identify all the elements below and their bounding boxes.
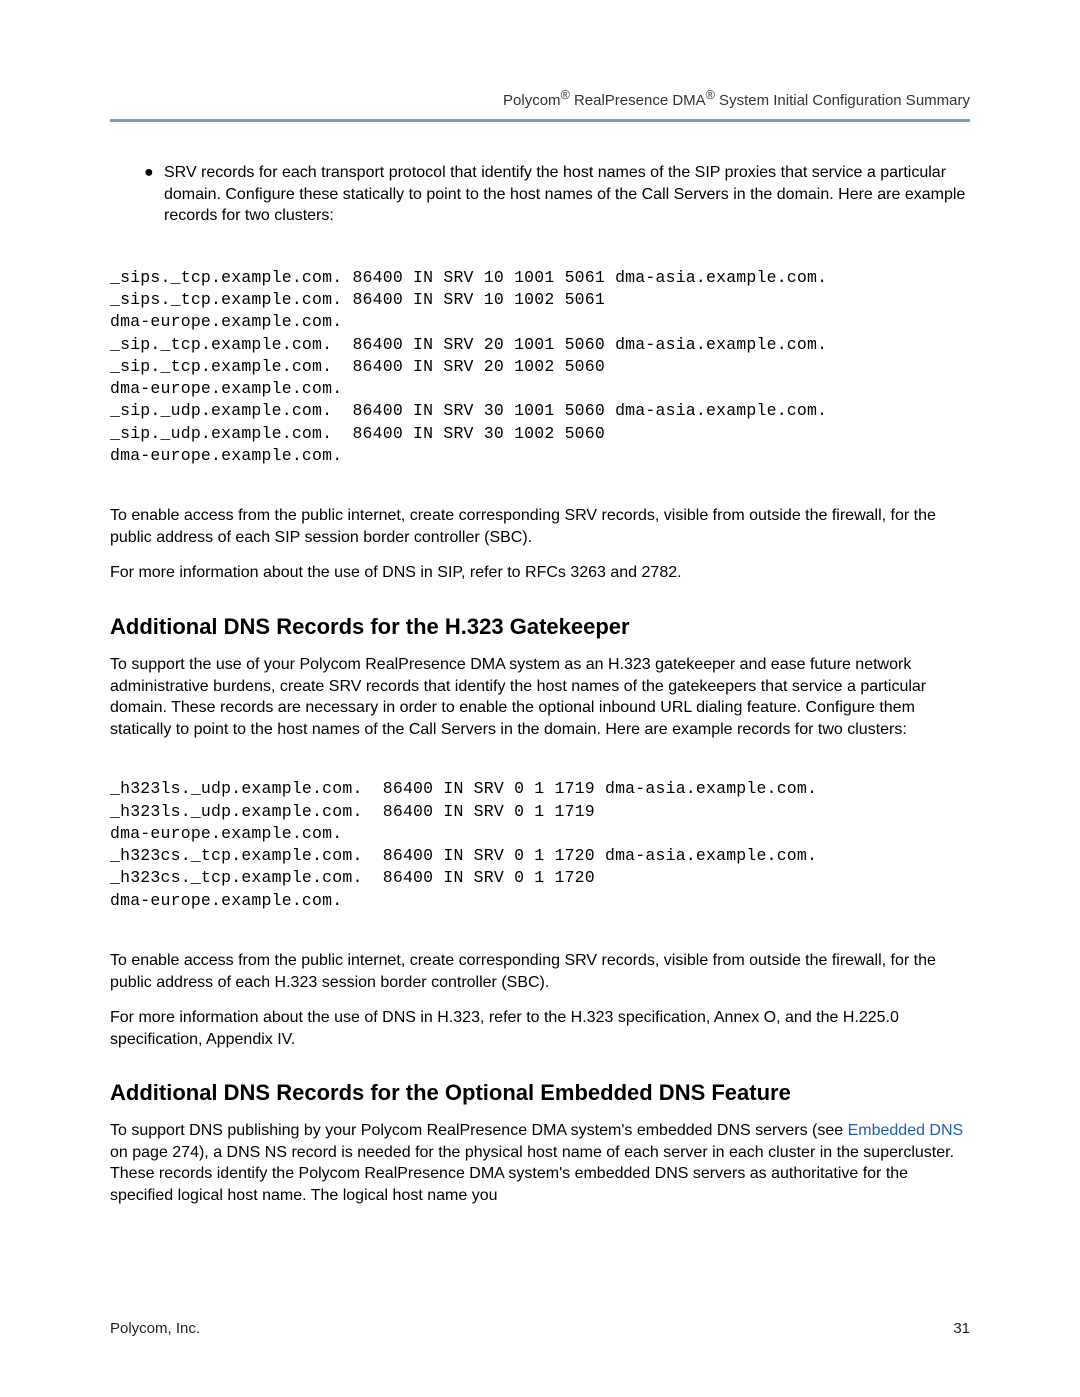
header-reg1: ® — [561, 88, 570, 102]
page-container: Polycom® RealPresence DMA® System Initia… — [0, 0, 1080, 1207]
code-block-h323: _h323ls._udp.example.com. 86400 IN SRV 0… — [110, 778, 970, 912]
footer-company: Polycom, Inc. — [110, 1320, 200, 1337]
section-heading-h323: Additional DNS Records for the H.323 Gat… — [110, 614, 970, 640]
paragraph: To support the use of your Polycom RealP… — [110, 654, 970, 740]
code-block-sip: _sips._tcp.example.com. 86400 IN SRV 10 … — [110, 267, 970, 467]
header-reg2: ® — [706, 88, 715, 102]
paragraph-with-link: To support DNS publishing by your Polyco… — [110, 1120, 970, 1206]
embedded-dns-link[interactable]: Embedded DNS — [848, 1122, 964, 1139]
paragraph: For more information about the use of DN… — [110, 562, 970, 584]
running-header: Polycom® RealPresence DMA® System Initia… — [110, 88, 970, 119]
header-product: RealPresence DMA — [570, 92, 706, 109]
para6-post: on page 274), a DNS NS record is needed … — [110, 1144, 954, 1204]
para6-pre: To support DNS publishing by your Polyco… — [110, 1122, 848, 1139]
bullet-text: SRV records for each transport protocol … — [164, 162, 970, 227]
bullet-dot-icon: ● — [144, 162, 164, 227]
section-heading-embedded-dns: Additional DNS Records for the Optional … — [110, 1080, 970, 1106]
paragraph: To enable access from the public interne… — [110, 505, 970, 548]
bullet-list: ● SRV records for each transport protoco… — [110, 162, 970, 227]
header-brand: Polycom — [503, 92, 561, 109]
footer-page-number: 31 — [953, 1320, 970, 1337]
paragraph: To enable access from the public interne… — [110, 950, 970, 993]
header-suffix: System Initial Configuration Summary — [715, 92, 970, 109]
bullet-item: ● SRV records for each transport protoco… — [144, 162, 970, 227]
paragraph: For more information about the use of DN… — [110, 1007, 970, 1050]
page-footer: Polycom, Inc. 31 — [110, 1320, 970, 1337]
header-divider — [110, 119, 970, 122]
